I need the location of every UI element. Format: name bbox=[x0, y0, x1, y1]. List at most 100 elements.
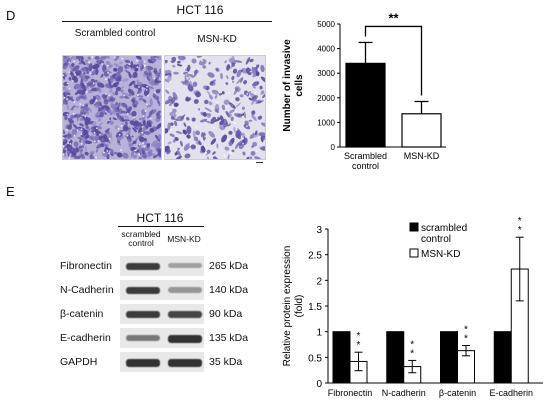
stained-cell bbox=[147, 59, 153, 64]
membrane-pore bbox=[73, 134, 76, 137]
membrane-pore bbox=[153, 91, 156, 94]
stained-cell bbox=[170, 122, 174, 126]
stained-cell bbox=[114, 76, 122, 82]
stained-cell bbox=[151, 56, 154, 60]
membrane-pore bbox=[154, 77, 156, 80]
stained-cell bbox=[85, 75, 90, 80]
stained-cell bbox=[165, 73, 172, 76]
stained-cell bbox=[173, 71, 179, 75]
panel-e-header-rule bbox=[118, 226, 204, 227]
stained-cell bbox=[198, 141, 202, 146]
stained-cell bbox=[82, 141, 86, 147]
stained-cell bbox=[124, 121, 128, 126]
membrane-pore bbox=[251, 82, 254, 84]
membrane-pore bbox=[103, 151, 105, 154]
membrane-pore bbox=[137, 94, 139, 97]
stained-cell bbox=[81, 60, 86, 66]
stained-cell bbox=[63, 62, 69, 70]
membrane-pore bbox=[250, 70, 252, 73]
stained-cell bbox=[84, 151, 89, 156]
stained-cell bbox=[123, 115, 129, 119]
protein-expression-chart: 0 0.5 1 1.5 2 2.5 3 Relative protein expression… bbox=[282, 216, 543, 398]
membrane-pore bbox=[142, 115, 145, 117]
stained-cell bbox=[142, 99, 147, 103]
stained-cell bbox=[193, 69, 199, 74]
membrane-pore bbox=[114, 56, 116, 59]
stained-cell bbox=[131, 98, 136, 103]
stained-cell bbox=[131, 135, 134, 138]
membrane-pore bbox=[95, 99, 98, 102]
membrane-pore bbox=[136, 59, 138, 62]
significance-marker: * bbox=[410, 339, 414, 350]
panel-d-cell-line: HCT 116 bbox=[176, 3, 224, 17]
membrane-pore bbox=[216, 101, 219, 103]
membrane-pore bbox=[254, 91, 257, 94]
membrane-pore bbox=[257, 136, 260, 139]
stained-cell bbox=[68, 56, 74, 63]
stained-cell bbox=[92, 63, 100, 70]
stained-cell bbox=[108, 132, 113, 139]
stained-cell bbox=[138, 97, 144, 101]
significance-marker: * bbox=[357, 331, 361, 342]
membrane-pore bbox=[138, 153, 141, 156]
stained-cell bbox=[262, 137, 265, 140]
stained-cell bbox=[192, 81, 198, 87]
stained-cell bbox=[198, 59, 207, 66]
stained-cell bbox=[175, 155, 182, 159]
stained-cell bbox=[130, 61, 134, 69]
x-tick-label: Fibronectin bbox=[328, 388, 373, 398]
stained-cell bbox=[97, 122, 104, 128]
micrograph-msn-kd bbox=[164, 55, 266, 160]
membrane-pore bbox=[72, 112, 75, 115]
scale-bar bbox=[256, 162, 263, 163]
stained-cell bbox=[113, 63, 120, 68]
stained-cell bbox=[237, 128, 243, 136]
stained-cell bbox=[91, 129, 100, 135]
significance-marker: * bbox=[464, 325, 468, 336]
stained-cell bbox=[257, 99, 262, 104]
stained-cell bbox=[143, 138, 147, 142]
membrane-pore bbox=[91, 56, 94, 59]
stained-cell bbox=[65, 124, 73, 130]
stained-cell bbox=[172, 64, 176, 68]
blot-kda-label: 90 kDa bbox=[209, 308, 243, 320]
stained-cell bbox=[101, 56, 107, 60]
stained-cell bbox=[74, 84, 81, 90]
stained-cell bbox=[232, 68, 238, 74]
stained-cell bbox=[138, 128, 143, 132]
stained-cell bbox=[97, 82, 105, 88]
stained-cell bbox=[112, 92, 116, 96]
membrane-pore bbox=[149, 117, 152, 120]
stained-cell bbox=[88, 89, 93, 94]
blot-protein-label: GAPDH bbox=[60, 356, 98, 368]
stained-cell bbox=[109, 88, 113, 94]
membrane-pore bbox=[233, 89, 236, 92]
y-tick-label: 0 bbox=[331, 143, 336, 152]
stained-cell bbox=[64, 88, 71, 94]
membrane-pore bbox=[223, 155, 226, 157]
membrane-pore bbox=[85, 90, 88, 93]
stained-cell bbox=[90, 78, 96, 84]
membrane-pore bbox=[230, 152, 233, 155]
stained-cell bbox=[103, 99, 112, 102]
membrane-pore bbox=[92, 82, 95, 84]
membrane-pore bbox=[108, 137, 111, 140]
stained-cell bbox=[181, 80, 185, 85]
stained-cell bbox=[150, 78, 154, 87]
y-axis-label-line: (fold) bbox=[294, 295, 305, 318]
blot-strip bbox=[120, 328, 204, 348]
significance-marker: * bbox=[518, 225, 522, 236]
stained-cell bbox=[117, 102, 121, 109]
stained-cell bbox=[249, 58, 254, 63]
membrane-pore bbox=[195, 125, 198, 128]
stained-cell bbox=[231, 75, 235, 81]
stained-cell bbox=[144, 131, 151, 135]
stained-cell bbox=[195, 130, 201, 136]
stained-cell bbox=[80, 103, 89, 109]
membrane-pore bbox=[79, 103, 82, 105]
stained-cell bbox=[195, 91, 201, 98]
stained-cell bbox=[183, 143, 191, 151]
stained-cell bbox=[85, 62, 90, 67]
stained-cell bbox=[109, 149, 114, 156]
stained-cell bbox=[176, 115, 185, 122]
